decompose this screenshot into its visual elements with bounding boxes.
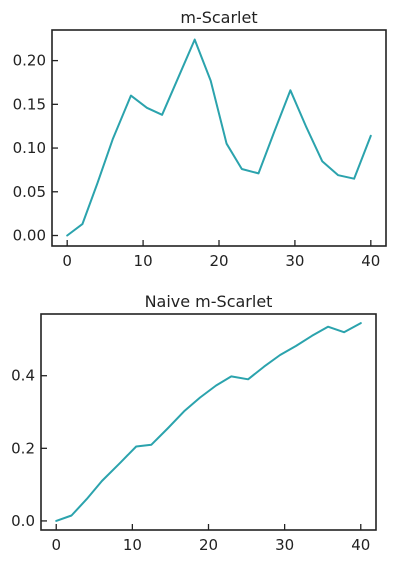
- x-tick-label: 10: [123, 536, 142, 554]
- x-tick-label: 40: [361, 252, 380, 270]
- x-tick-label: 10: [134, 252, 153, 270]
- series-line: [66, 38, 372, 237]
- y-tick-label: 0.0: [11, 512, 35, 530]
- plot-frame: [51, 29, 387, 247]
- y-tick-label: 0.20: [13, 52, 46, 70]
- chart-title: Naive m-Scarlet: [145, 292, 273, 311]
- x-tick-label: 0: [62, 252, 72, 270]
- y-tick-label: 0.2: [11, 439, 35, 457]
- y-tick-label: 0.4: [11, 367, 35, 385]
- y-tick-label: 0.15: [13, 95, 46, 113]
- x-tick-label: 30: [285, 252, 304, 270]
- chart-title: m-Scarlet: [180, 8, 257, 27]
- chart-panel-naive-m-scarlet: Naive m-Scarlet 0 10 20 30 40 0.0 0.2 0.4: [11, 292, 377, 554]
- x-tick-label: 40: [351, 536, 370, 554]
- plot-frame: [40, 313, 377, 531]
- x-tick-label: 20: [209, 252, 228, 270]
- y-tick-label: 0.10: [13, 139, 46, 157]
- x-tick-label: 20: [199, 536, 218, 554]
- x-tick-label: 0: [51, 536, 61, 554]
- chart-panel-m-scarlet: m-Scarlet 0 10 20 30 40 0.00 0.05 0.10 0.15 0.20: [13, 8, 387, 270]
- y-tick-label: 0.00: [13, 227, 46, 245]
- series-line: [55, 322, 362, 522]
- y-tick-label: 0.05: [13, 183, 46, 201]
- x-tick-label: 30: [275, 536, 294, 554]
